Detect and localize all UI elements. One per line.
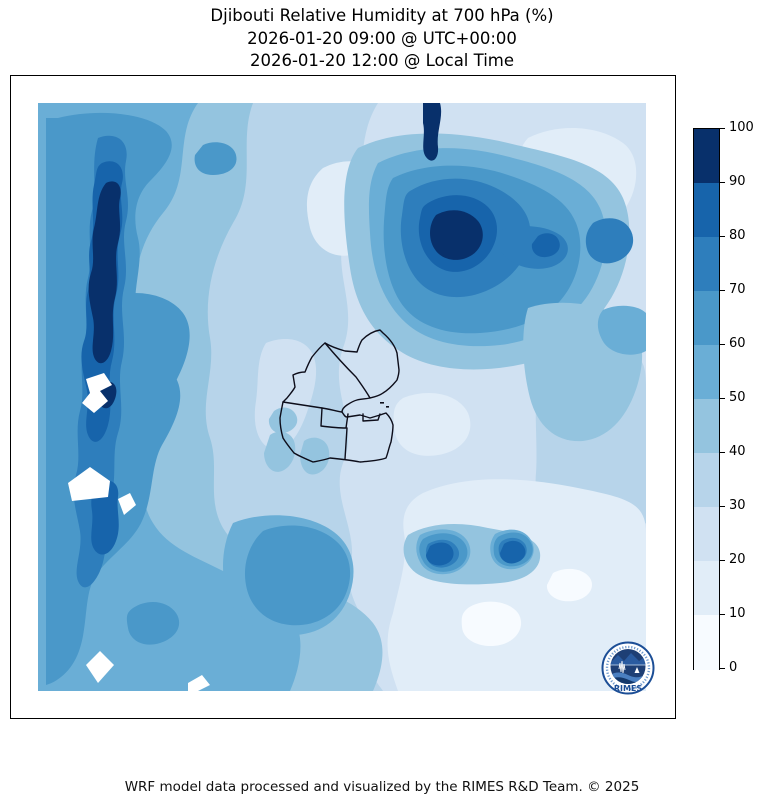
humidity-map (38, 103, 646, 691)
colorbar-band-60-70 (694, 291, 719, 346)
tick-label: 40 (729, 444, 746, 459)
colorbar-band-90-100 (694, 129, 719, 184)
tick-mark (719, 235, 725, 237)
rimes-logo: RIMES (601, 641, 655, 695)
moucha-islands (380, 402, 389, 408)
contour-twin-left-80 (426, 542, 454, 566)
contour-lobe-1 (264, 431, 296, 472)
colorbar-ticks: 100 90 80 70 60 50 40 30 20 10 0 (719, 120, 764, 675)
contour-pocket-east-of-country (393, 393, 471, 456)
djibouti-border-capital (362, 413, 381, 422)
tick-mark (719, 505, 725, 507)
contour-bottomleft-60 (126, 601, 180, 645)
djibouti-border-alisabieh (344, 427, 348, 460)
contour-ne-rightblob (585, 218, 634, 264)
mask-patch-diamond (118, 493, 136, 515)
plot-subtitle-utc: 2026-01-20 09:00 @ UTC+00:00 (247, 28, 517, 48)
logo-wordmark: RIMES (614, 684, 643, 693)
contour-twin-right-80 (500, 540, 526, 564)
footer-credit: WRF model data processed and visualized … (124, 779, 640, 795)
tick-label: 0 (729, 660, 738, 675)
djibouti-border-obock-tadjourah (324, 342, 371, 399)
tick-mark (719, 451, 725, 453)
mask-patch-bottom-edge (188, 675, 210, 691)
tick-mark (719, 289, 725, 291)
island-dot-2 (386, 406, 389, 408)
colorbar (693, 128, 720, 670)
contour-rightedge-50 (597, 305, 646, 355)
djibouti-boundaries (279, 329, 400, 463)
tick-label: 90 (729, 174, 746, 189)
logo-scene (610, 649, 646, 684)
djibouti-border-arta (320, 407, 349, 429)
colorbar-band-40-50 (694, 399, 719, 454)
tick-label: 30 (729, 498, 746, 513)
tick-mark (719, 397, 725, 399)
colorbar-band-80-90 (694, 183, 719, 238)
colorbar-band-10-20 (694, 561, 719, 616)
contour-west-60-bulge (102, 293, 190, 413)
colorbar-band-70-80 (694, 237, 719, 292)
contour-bottom-60 (244, 525, 351, 626)
contour-ne-80-small (531, 233, 560, 258)
contour-lobe-2 (300, 437, 330, 475)
contour-se-0-b (546, 568, 593, 602)
colorbar-band-20-30 (694, 507, 719, 562)
colorbar-band-50-60 (694, 345, 719, 400)
tick-label: 100 (729, 120, 754, 135)
plot-title-block: Djibouti Relative Humidity at 700 hPa (%… (0, 5, 764, 73)
tick-mark (719, 667, 725, 669)
contour-dot-topcenter (194, 142, 237, 175)
plot-title: Djibouti Relative Humidity at 700 hPa (%… (210, 6, 554, 25)
contour-se-0-a (461, 601, 522, 647)
island-dot-1 (380, 402, 384, 404)
mask-patch-arrow (82, 373, 112, 413)
tick-label: 10 (729, 606, 746, 621)
logo-sail-icon (634, 667, 640, 673)
logo-micro-text-ring (605, 645, 651, 691)
contour-west-80-lower (91, 480, 119, 555)
tick-label: 80 (729, 228, 746, 243)
tick-mark (719, 127, 725, 129)
tick-mark (719, 613, 725, 615)
tick-label: 20 (729, 552, 746, 567)
tick-mark (719, 559, 725, 561)
tick-mark (719, 181, 725, 183)
contour-west-90 (88, 181, 121, 364)
tick-label: 50 (729, 390, 746, 405)
tick-label: 60 (729, 336, 746, 351)
tick-label: 70 (729, 282, 746, 297)
plot-subtitle-local: 2026-01-20 12:00 @ Local Time (249, 51, 515, 70)
tick-mark (719, 343, 725, 345)
djibouti-border-outer (279, 329, 400, 463)
contour-ne-90 (430, 210, 483, 260)
logo-seismograph-icon (618, 660, 626, 674)
logo-mountains (610, 653, 646, 665)
mask-patch-triangle (68, 467, 110, 501)
contour-ne-streak (423, 103, 442, 161)
contour-gulf-blob (268, 407, 298, 434)
colorbar-band-30-40 (694, 453, 719, 508)
colorbar-band-0-10 (694, 615, 719, 670)
mask-patch-bottom (86, 651, 114, 683)
